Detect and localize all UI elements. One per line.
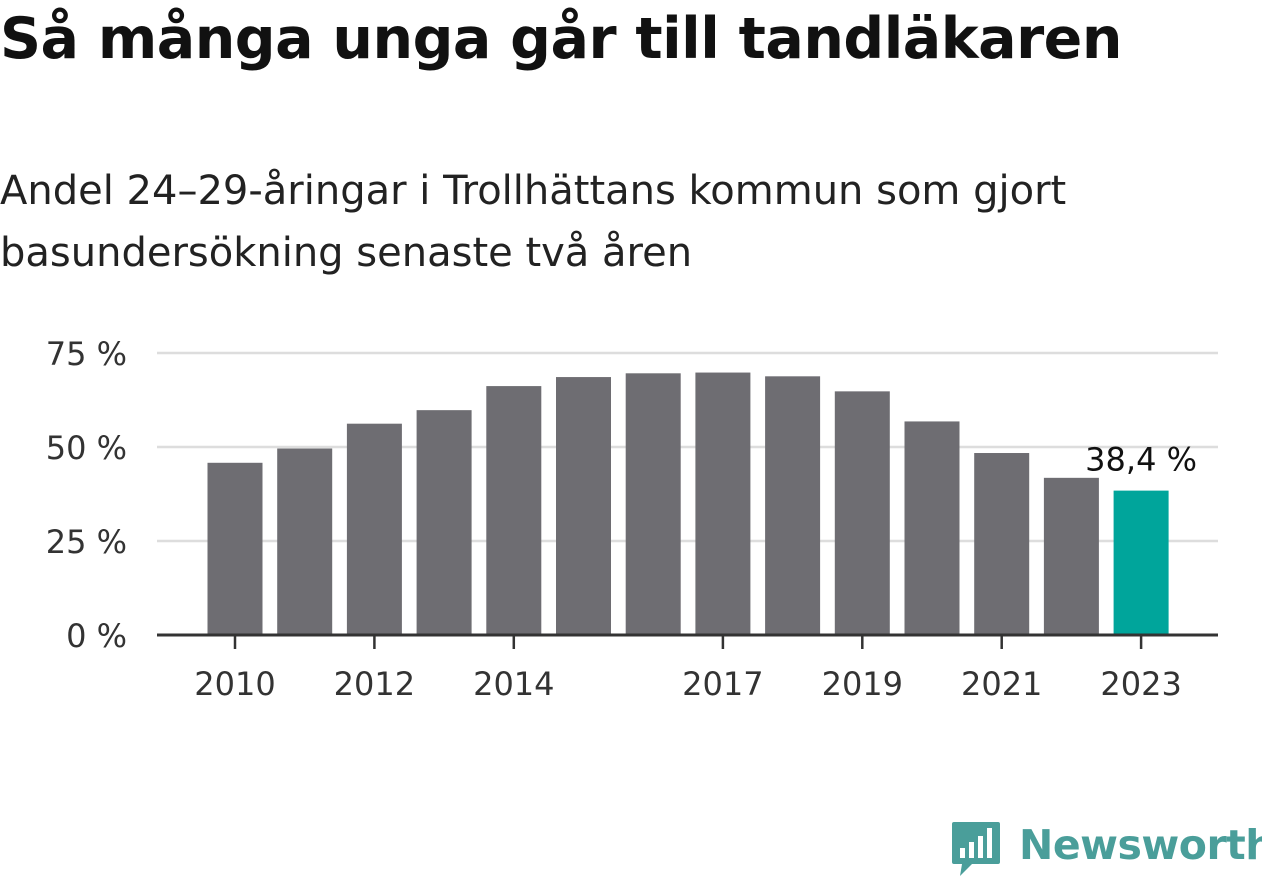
bar-2013 — [416, 410, 472, 635]
bar-2021 — [974, 453, 1030, 635]
data-label-2023: 38,4 % — [1085, 441, 1197, 479]
labels: 0 % 25 % 50 % 75 % 2010 2012 2014 2017 2019 2021 3… — [46, 335, 1197, 703]
bar-2012 — [346, 423, 402, 635]
bar-2020 — [904, 421, 960, 635]
bar-2018 — [765, 376, 821, 635]
brand-name: Newsworthy — [1019, 821, 1262, 869]
bars — [207, 372, 1169, 635]
y-tick-label: 25 % — [46, 523, 127, 561]
y-tick-label: 75 % — [46, 335, 127, 373]
bar-2023 — [1113, 490, 1169, 635]
x-tick-label: 2010 — [194, 665, 275, 703]
bar-2010 — [207, 462, 263, 635]
bar-chart: 0 % 25 % 50 % 75 % 2010 2012 2014 2017 2019 2021 3… — [46, 335, 1218, 703]
bar-2019 — [834, 391, 890, 635]
chart-subtitle: Andel 24–29-åringar i Trollhättans kommu… — [0, 168, 1067, 276]
x-tick-label: 2023 — [1100, 665, 1181, 703]
bar-2016 — [625, 373, 681, 635]
x-tick-label: 2012 — [334, 665, 415, 703]
bar-2014 — [486, 386, 542, 635]
x-tick-label: 2017 — [682, 665, 763, 703]
x-tick-label: 2021 — [961, 665, 1042, 703]
newsworthy-logo: Newsworthy — [950, 818, 1262, 876]
newsworthy-bar-chart-icon — [952, 822, 1000, 876]
chart-title: Så många unga går till tandläkaren — [0, 6, 1122, 72]
bar-2022 — [1043, 477, 1099, 635]
bar-2017 — [695, 372, 751, 635]
y-tick-label: 0 % — [66, 617, 127, 655]
x-tick-label: 2014 — [473, 665, 554, 703]
bar-2015 — [556, 377, 611, 635]
grid-lines — [157, 351, 1218, 543]
x-tick-label: 2019 — [822, 665, 903, 703]
y-tick-label: 50 % — [46, 429, 127, 467]
x-axis — [157, 633, 1218, 649]
bar-2011 — [277, 448, 333, 635]
